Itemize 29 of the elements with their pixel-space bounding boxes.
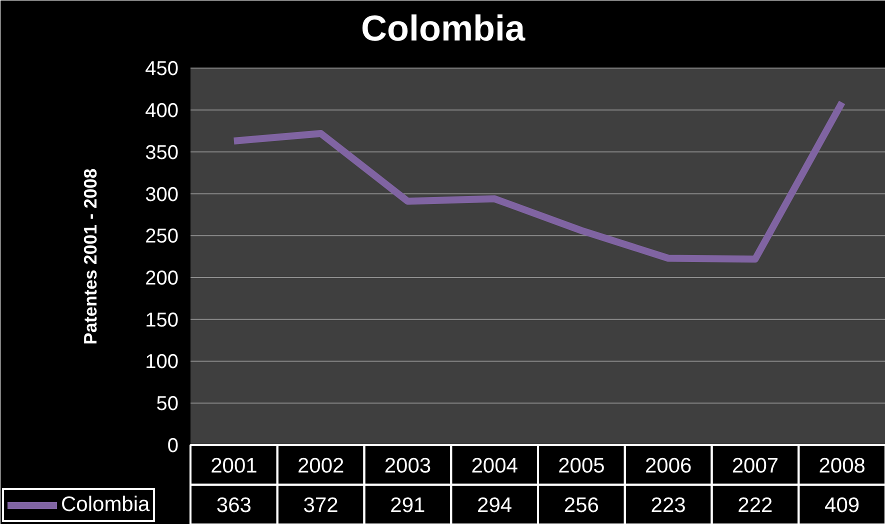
- x-tick-label: 2001: [210, 454, 258, 478]
- data-label: 363: [216, 494, 252, 518]
- y-tick-label: 250: [145, 226, 179, 248]
- x-tick-label: 2008: [818, 454, 866, 478]
- y-tick-label: 150: [145, 309, 179, 332]
- legend-label: Colombia: [61, 493, 150, 517]
- y-tick-label: 200: [145, 267, 179, 290]
- x-tick-label: 2007: [732, 454, 779, 478]
- y-tick-label: 300: [145, 184, 179, 206]
- y-tick-label: 100: [145, 351, 179, 374]
- x-tick-label: 2005: [558, 454, 605, 478]
- y-tick-label: 400: [145, 100, 179, 122]
- x-tick-label: 2003: [384, 454, 432, 478]
- x-tick-label: 2002: [297, 454, 344, 478]
- data-label: 294: [477, 494, 512, 518]
- data-label: 409: [824, 494, 860, 518]
- data-label: 223: [650, 494, 686, 518]
- data-label: 372: [303, 494, 338, 518]
- x-tick-label: 2004: [471, 454, 518, 478]
- y-axis-title: Patentes 2001 - 2008: [80, 168, 100, 345]
- chart-title: Colombia: [361, 8, 526, 48]
- y-tick-label: 450: [145, 58, 179, 80]
- data-label: 222: [738, 494, 773, 518]
- x-tick-label: 2006: [644, 454, 692, 478]
- y-tick-label: 350: [145, 142, 179, 164]
- y-tick-label: 50: [156, 393, 179, 416]
- data-label: 256: [564, 494, 599, 518]
- y-tick-label: 0: [167, 434, 178, 457]
- data-label: 291: [390, 494, 426, 518]
